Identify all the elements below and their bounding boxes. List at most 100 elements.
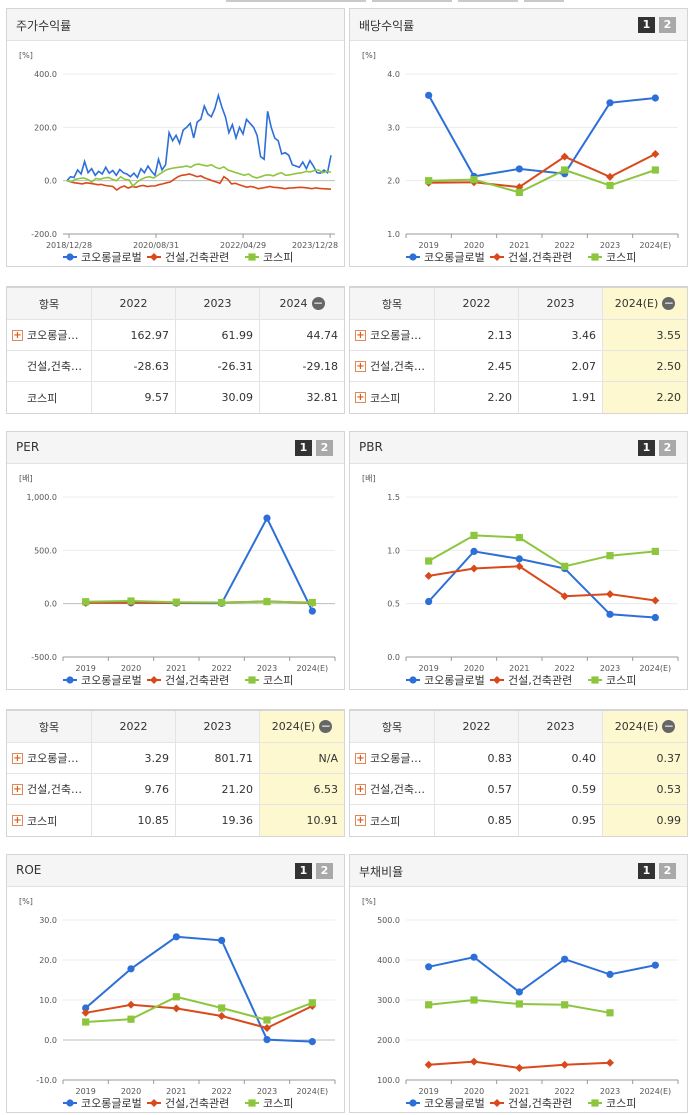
row-label: 코오롱글…: [27, 329, 79, 342]
page-1-button[interactable]: 1: [638, 863, 655, 879]
row-label: 건설,건축…: [27, 783, 82, 796]
row-label-cell: 코스피: [7, 382, 92, 413]
expand-plus-icon[interactable]: +: [12, 815, 23, 826]
data-point: [560, 152, 569, 161]
data-point: [308, 1038, 316, 1046]
panel-title: ROE: [16, 863, 42, 877]
page-2-button[interactable]: 2: [659, 863, 676, 879]
panel-title: 주가수익률: [16, 19, 72, 33]
series-2: [425, 996, 614, 1017]
data-point: [82, 1004, 90, 1012]
legend-marker: [409, 676, 417, 684]
x-tick-label: 2023: [600, 664, 620, 673]
header-2024-label: 2024: [279, 297, 308, 310]
data-point: [651, 547, 659, 555]
series-line: [85, 1003, 313, 1030]
y-tick-label: 0.0: [44, 1036, 57, 1045]
data-point: [127, 1000, 135, 1009]
page-1-button[interactable]: 1: [295, 863, 312, 879]
data-point: [561, 955, 569, 963]
expand-plus-icon[interactable]: +: [355, 783, 366, 795]
row-label-cell: + 코스피: [350, 805, 435, 836]
data-point: [606, 552, 614, 560]
stock-return-table: 항목 2022 2023 2024− + 코오롱글… 162.97 61.99 4…: [6, 286, 345, 414]
page-2-button[interactable]: 2: [316, 863, 333, 879]
legend-label: 코스피: [606, 674, 636, 687]
expand-plus-icon[interactable]: +: [355, 752, 366, 764]
collapse-icon[interactable]: −: [319, 719, 333, 733]
expand-plus-icon[interactable]: +: [12, 783, 23, 795]
expand-plus-icon[interactable]: +: [12, 329, 23, 341]
x-tick-label: 2020: [464, 664, 484, 673]
legend-marker: [248, 1099, 256, 1107]
debt-ratio-panel: 부채비율 1 2 [%] 500.0 400.0 300.0 200.0 100.0 201…: [349, 854, 688, 1113]
cell-value: 30.09: [176, 382, 260, 413]
row-label: 코오롱글…: [27, 752, 79, 765]
data-point: [515, 165, 523, 173]
series-line: [428, 956, 656, 994]
x-tick-label: 2021: [509, 664, 529, 673]
legend-label: 코오롱글로벌: [424, 1097, 485, 1110]
legend: 코오롱글로벌 건설,건축관련 코스피: [63, 251, 293, 264]
cell-value: 2.20: [603, 382, 687, 413]
page-2-button[interactable]: 2: [659, 17, 676, 33]
cell-value: 3.46: [519, 320, 603, 350]
data-point: [561, 1001, 569, 1009]
x-tick-label: 2021: [166, 664, 186, 673]
page-2-button[interactable]: 2: [316, 440, 333, 456]
row-label-cell: + 코오롱글…: [350, 743, 435, 773]
x-tick-label: 2020/08/31: [133, 241, 179, 250]
expand-plus-icon[interactable]: +: [355, 329, 366, 341]
data-point: [308, 999, 316, 1007]
series-line: [85, 995, 313, 1023]
header-item: 항목: [350, 711, 435, 742]
series-line: [85, 599, 313, 604]
table-row: + 코스피 2.20 1.91 2.20: [350, 382, 687, 413]
data-point: [515, 188, 523, 196]
data-point: [470, 176, 478, 184]
page-1-button[interactable]: 1: [295, 440, 312, 456]
page-1-button[interactable]: 1: [638, 17, 655, 33]
table-header-row: 항목 2022 2023 2024−: [7, 288, 344, 320]
data-point: [263, 1016, 271, 1024]
series-0: [66, 92, 332, 182]
cell-value: 0.37: [603, 743, 687, 773]
data-point: [218, 1004, 226, 1012]
cell-value: 6.53: [260, 774, 344, 804]
page-2-button[interactable]: 2: [659, 440, 676, 456]
x-tick-label: 2024(E): [297, 1087, 329, 1096]
y-tick-label: 400.0: [34, 70, 57, 79]
x-tick-label: 2023/12/28: [292, 241, 338, 250]
x-tick-label: 2019: [418, 1087, 438, 1096]
series-0: [82, 933, 316, 1046]
collapse-icon[interactable]: −: [311, 296, 325, 310]
data-point: [470, 547, 478, 555]
panel-header: ROE 1 2: [7, 855, 344, 887]
data-point: [424, 571, 433, 580]
series-line: [85, 935, 313, 1043]
cell-value: 21.20: [176, 774, 260, 804]
series-2: [82, 993, 316, 1026]
data-point: [651, 94, 659, 102]
expand-plus-icon[interactable]: +: [12, 752, 23, 764]
expand-plus-icon[interactable]: +: [355, 392, 366, 403]
data-point: [263, 1024, 271, 1032]
series-2: [82, 597, 316, 607]
collapse-icon[interactable]: −: [662, 719, 676, 733]
x-tick-label: 2019: [75, 1087, 95, 1096]
data-point: [515, 1000, 523, 1008]
data-point: [515, 555, 523, 563]
dividend-yield-chart: [%] 4.0 3.0 2.0 1.0 2019 2020 2021 2022 2023 2024(…: [362, 51, 679, 264]
data-point: [606, 610, 614, 618]
debt-ratio-chart: [%] 500.0 400.0 300.0 200.0 100.0 2019 2020 2021…: [362, 897, 679, 1110]
expand-plus-icon[interactable]: +: [355, 815, 366, 826]
y-tick-label: 500.0: [34, 546, 57, 555]
table-row: + 건설,건축… 9.76 21.20 6.53: [7, 774, 344, 805]
expand-plus-icon[interactable]: +: [355, 360, 366, 372]
collapse-icon[interactable]: −: [662, 296, 676, 310]
cell-value: 0.83: [435, 743, 519, 773]
row-label-cell: + 코스피: [7, 805, 92, 836]
data-point: [470, 1057, 478, 1066]
y-tick-label: 3.0: [387, 123, 400, 132]
page-1-button[interactable]: 1: [638, 440, 655, 456]
